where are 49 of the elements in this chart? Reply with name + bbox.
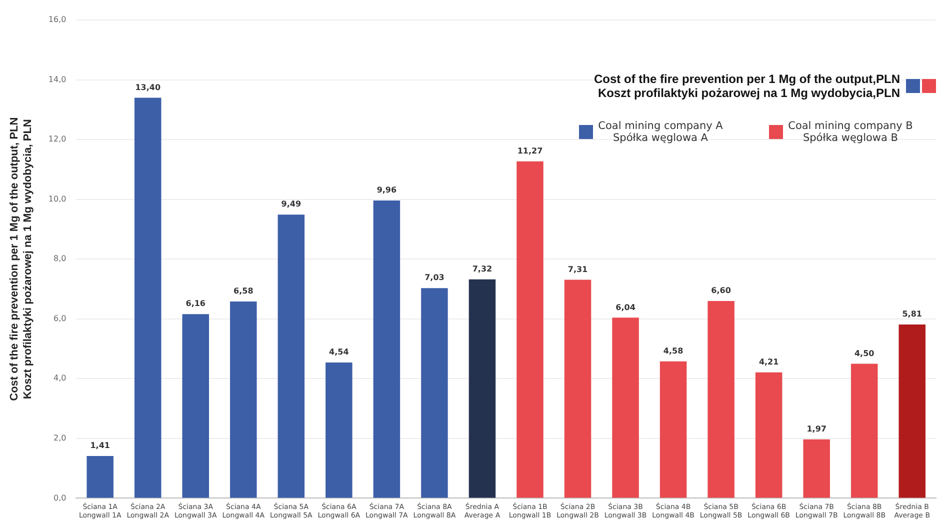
- legend-title: Cost of the fire prevention per 1 Mg of the output,PLN Koszt profilaktyki pożarowej na 1 Mg wydobycia,PLN: [594, 72, 900, 100]
- y-tick-label: 16,0: [48, 15, 66, 24]
- y-tick-label: 6,0: [53, 314, 66, 323]
- y-tick-label: 0,0: [53, 493, 66, 502]
- data-label: 4,50: [854, 348, 875, 358]
- data-label: 4,54: [329, 348, 350, 357]
- bar: [134, 98, 162, 498]
- data-label: 9,49: [281, 200, 302, 209]
- data-label: 6,60: [711, 286, 732, 296]
- y-tick-label: 4,0: [53, 374, 66, 383]
- data-label: 7,32: [472, 264, 492, 274]
- data-label: 9,96: [376, 186, 397, 195]
- y-axis-title: Cost of the fire prevention per 1 Mg of the output, PLN Koszt profilaktyki pożarowej na 1 Mg wydobycia, PLN: [8, 117, 34, 401]
- data-label: 6,58: [234, 286, 254, 296]
- data-label: 4,21: [758, 357, 780, 366]
- data-label: 6,04: [616, 302, 636, 312]
- bar: [230, 302, 257, 498]
- bar: [612, 318, 639, 498]
- bar: [564, 280, 592, 498]
- y-tick-label: 2,0: [53, 434, 66, 443]
- data-label: 1,41: [90, 441, 110, 450]
- bar: [468, 279, 496, 498]
- legend-label: Coal mining company B Spółka węglowa B: [788, 120, 913, 144]
- bar: [278, 214, 305, 498]
- bar: [373, 200, 400, 498]
- bar: [755, 372, 782, 498]
- bar: [898, 324, 926, 498]
- data-label: 7,31: [568, 264, 588, 274]
- bar: [86, 456, 114, 498]
- y-tick-label: 8,0: [53, 254, 66, 264]
- data-label: 5,81: [902, 310, 922, 319]
- bar: [182, 314, 209, 498]
- data-label: 1,97: [806, 424, 826, 434]
- legend-label: Coal mining company A Spółka węglowa A: [598, 120, 723, 144]
- bar: [660, 361, 687, 498]
- bar: [803, 439, 830, 498]
- y-tick-label: 10,0: [48, 194, 66, 204]
- y-tick-label: 12,0: [48, 134, 66, 144]
- data-label: 4,58: [663, 346, 684, 356]
- bar: [326, 362, 352, 498]
- data-label: 6,16: [186, 299, 206, 308]
- bar: [850, 364, 878, 498]
- data-label: 7,03: [424, 273, 444, 282]
- data-label: 11,27: [517, 146, 543, 156]
- y-tick-label: 14,0: [48, 74, 66, 84]
- bar: [516, 161, 544, 498]
- bar: [421, 288, 448, 498]
- data-label: 13,40: [135, 82, 161, 92]
- bar: [708, 300, 734, 498]
